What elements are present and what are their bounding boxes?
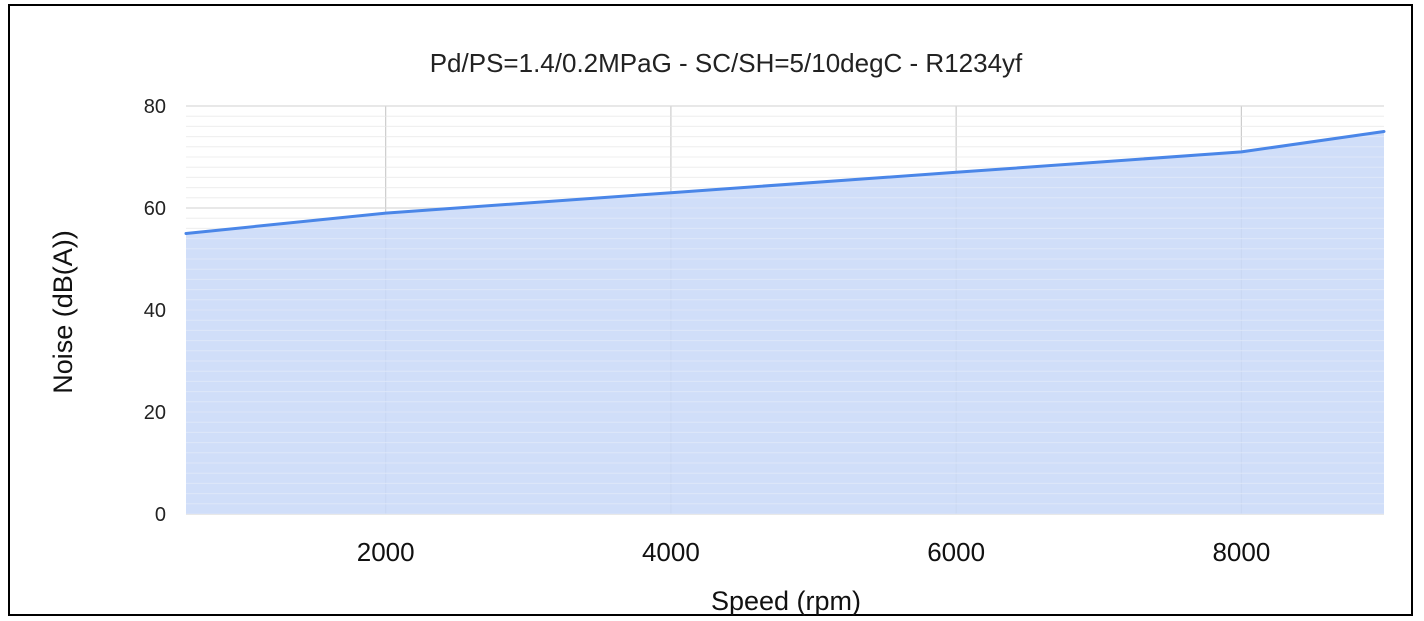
y-tick-label: 20 (144, 402, 166, 424)
x-tick-label: 2000 (357, 537, 415, 567)
line-layer (184, 130, 1386, 235)
y-axis-label: Noise (dB(A)) (48, 230, 78, 394)
x-axis-label: Speed (rpm) (711, 586, 861, 616)
series-line (184, 130, 1386, 235)
y-tick-label: 0 (155, 504, 166, 526)
chart-title: Pd/PS=1.4/0.2MPaG - SC/SH=5/10degC - R12… (430, 48, 1023, 78)
series-area (186, 131, 1384, 514)
area-layer (186, 105, 1384, 515)
y-tick-label: 40 (144, 300, 166, 322)
y-tick-label: 60 (144, 198, 166, 220)
x-tick-label: 8000 (1212, 537, 1270, 567)
tick-layer: 0 20 40 60 80 2000 4000 6000 8000 (144, 96, 1271, 567)
x-tick-label: 4000 (642, 537, 700, 567)
x-tick-label: 6000 (927, 537, 985, 567)
y-tick-label: 80 (144, 96, 166, 118)
